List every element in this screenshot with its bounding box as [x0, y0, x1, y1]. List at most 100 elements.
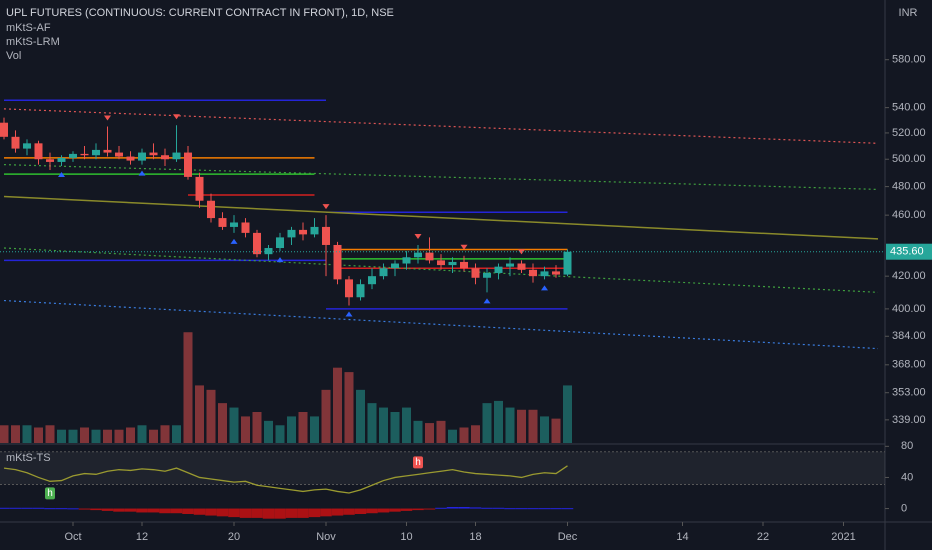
candle-body — [540, 271, 549, 277]
band-fill — [0, 451, 885, 485]
volume-bar — [114, 429, 124, 443]
histogram-bar — [159, 508, 171, 514]
candle-body — [448, 261, 457, 266]
volume-bar — [321, 389, 331, 443]
candle-body — [92, 149, 100, 156]
histogram-bar — [78, 508, 91, 510]
histogram-bar — [216, 508, 229, 517]
candle-body — [207, 200, 215, 219]
volume-bar — [91, 429, 101, 443]
volume-bar — [68, 429, 78, 443]
candle-body — [80, 153, 89, 156]
y-tick-label: 420.00 — [892, 270, 926, 282]
histogram-bar — [469, 507, 482, 509]
x-tick-label: 10 — [400, 531, 412, 543]
pivot-low — [483, 298, 491, 304]
histogram-bar — [538, 508, 551, 510]
candle-body — [103, 149, 112, 153]
candle-body — [356, 284, 365, 298]
indicator-label: mKtS-LRM — [6, 36, 60, 48]
histogram-bar — [0, 507, 10, 509]
volume-bar — [126, 427, 135, 443]
histogram-bar — [21, 507, 33, 509]
volume-bar — [436, 420, 446, 443]
volume-bar — [137, 425, 147, 443]
overlay-line — [3, 195, 879, 240]
candle-body — [529, 269, 537, 277]
pivot-low — [276, 257, 284, 263]
y-tick-label: 540.00 — [892, 102, 926, 114]
histogram-bar — [297, 508, 309, 518]
volume-bar — [413, 420, 423, 443]
volume-bar — [390, 411, 400, 443]
candle-body — [368, 276, 376, 285]
volume-bar — [275, 425, 285, 443]
volume-bar — [367, 403, 377, 443]
pivot-low — [345, 311, 353, 317]
pivot-high — [518, 249, 525, 255]
y-tick-label: 353.00 — [892, 387, 926, 399]
y-tick-label: 384.00 — [892, 330, 926, 342]
candle-body — [57, 157, 66, 162]
histogram-bar — [262, 508, 275, 519]
volume-bar — [11, 425, 20, 443]
volume-bar — [172, 425, 181, 443]
y-tick-label: 400.00 — [892, 303, 926, 315]
volume-bar — [80, 427, 89, 443]
annotation-label: h — [47, 488, 53, 499]
pivot-high — [322, 204, 330, 210]
histogram-bar — [170, 508, 183, 514]
volume-bar — [218, 403, 227, 443]
candle-body — [333, 244, 342, 280]
histogram-bar — [9, 507, 22, 509]
candle-body — [506, 263, 514, 267]
histogram-bar — [527, 508, 539, 510]
histogram-bar — [366, 508, 378, 514]
last-price-box — [886, 243, 932, 260]
candle-body — [253, 232, 261, 255]
candle-body — [391, 263, 399, 269]
volume-bar — [229, 407, 239, 443]
histogram-bar — [55, 508, 68, 510]
x-tick-label: 22 — [757, 531, 769, 543]
candle-body — [184, 152, 192, 177]
volume-bar — [206, 389, 216, 443]
volume-bar — [402, 407, 411, 443]
histogram-bar — [124, 508, 137, 512]
y2-tick-label: 80 — [901, 440, 913, 452]
candle-body — [11, 136, 20, 149]
volume-bar — [494, 400, 503, 443]
volume-bar — [459, 427, 469, 443]
histogram-bar — [274, 508, 286, 519]
candle-body — [172, 152, 181, 160]
candle-body — [345, 279, 353, 298]
histogram-bar — [32, 507, 45, 509]
overlay-line — [3, 164, 879, 191]
volume-bar — [528, 409, 538, 443]
y-tick-label: 339.00 — [892, 414, 926, 426]
histogram-bar — [136, 508, 148, 513]
candle-body — [322, 226, 330, 245]
candle-body — [115, 152, 123, 157]
annotation-box — [45, 487, 55, 500]
histogram-bar — [458, 507, 470, 509]
volume-bar — [551, 418, 561, 443]
x-tick-label: 2021 — [831, 531, 855, 543]
candle-body — [460, 261, 468, 269]
histogram-bar — [113, 508, 125, 512]
volume-bar — [149, 429, 158, 443]
candle-body — [218, 218, 227, 227]
indicator-label: Vol — [6, 50, 21, 62]
currency: INR — [899, 7, 918, 19]
histogram-bar — [481, 507, 493, 509]
histogram-bar — [90, 508, 102, 511]
histogram-bar — [228, 508, 240, 518]
pivot-high — [173, 114, 180, 120]
candle-body — [425, 252, 434, 261]
y-tick-label: 500.00 — [892, 153, 926, 165]
annotation-box — [413, 456, 423, 469]
volume-bar — [103, 429, 112, 443]
volume-bar — [252, 411, 262, 443]
y-tick-label: 580.00 — [892, 54, 926, 66]
volume-bar — [356, 389, 365, 443]
